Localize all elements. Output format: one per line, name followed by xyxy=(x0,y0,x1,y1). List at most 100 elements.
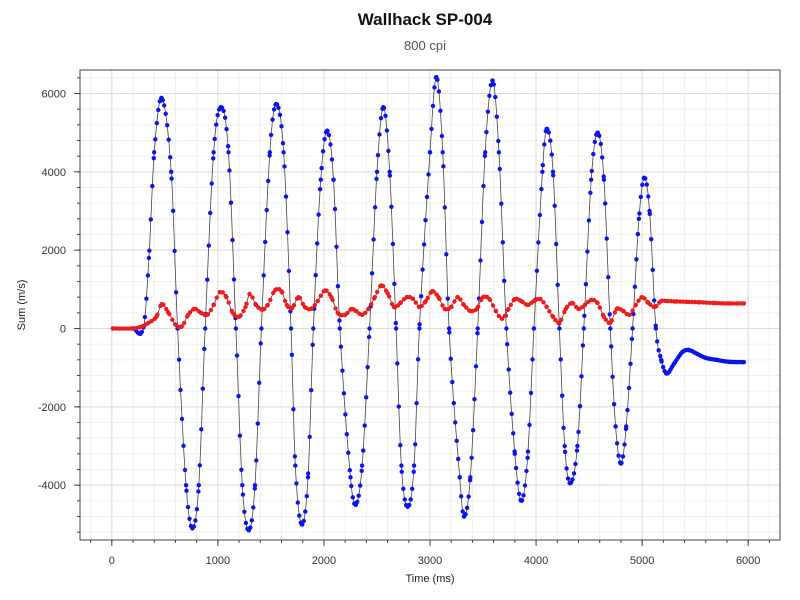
data-point xyxy=(182,467,188,473)
data-point xyxy=(551,173,556,178)
data-point xyxy=(567,481,573,486)
data-point xyxy=(426,172,431,177)
chart-subtitle: 800 cpi xyxy=(404,38,446,53)
data-point xyxy=(289,305,295,311)
data-point xyxy=(424,194,430,200)
data-point xyxy=(660,364,666,370)
data-point xyxy=(142,314,148,320)
data-point xyxy=(209,181,214,186)
data-point xyxy=(546,130,551,135)
data-point xyxy=(421,242,427,247)
data-point xyxy=(528,390,534,396)
data-point xyxy=(459,494,464,499)
data-point xyxy=(239,467,244,472)
data-point xyxy=(479,219,485,225)
data-point xyxy=(497,166,502,172)
data-point xyxy=(451,400,456,406)
data-point xyxy=(659,357,664,362)
data-point xyxy=(268,297,273,302)
data-point xyxy=(569,300,575,306)
data-point xyxy=(337,326,342,331)
data-point xyxy=(608,320,613,325)
data-point xyxy=(601,314,607,319)
data-point xyxy=(417,304,422,310)
data-point xyxy=(130,326,136,331)
data-point xyxy=(217,289,223,295)
data-point xyxy=(176,357,182,362)
x-tick-label: 3000 xyxy=(418,555,442,567)
data-point xyxy=(340,368,345,373)
x-tick-label: 2000 xyxy=(312,555,336,567)
data-point xyxy=(333,306,338,311)
data-point xyxy=(221,108,226,114)
data-point xyxy=(581,326,586,331)
data-point xyxy=(309,306,314,312)
data-point xyxy=(625,407,630,413)
data-point xyxy=(600,155,605,160)
data-point xyxy=(633,302,638,308)
data-point xyxy=(502,313,508,318)
data-point xyxy=(145,273,151,278)
data-point xyxy=(604,236,609,241)
data-point xyxy=(537,212,543,218)
data-point xyxy=(159,302,164,307)
data-point xyxy=(208,307,214,313)
data-point xyxy=(390,241,396,247)
data-point xyxy=(372,295,377,300)
data-point xyxy=(449,304,454,310)
data-point xyxy=(110,326,116,331)
data-point xyxy=(506,306,511,312)
data-point xyxy=(318,293,323,298)
data-point xyxy=(659,298,664,304)
data-point xyxy=(562,449,568,455)
data-point xyxy=(512,296,517,302)
data-point xyxy=(341,391,347,396)
data-point xyxy=(506,367,511,372)
data-point xyxy=(252,486,257,491)
data-point xyxy=(527,422,532,428)
data-point xyxy=(282,298,288,304)
data-point xyxy=(250,295,255,300)
data-point xyxy=(487,296,492,302)
data-point xyxy=(212,136,217,142)
data-point xyxy=(393,326,399,331)
data-point xyxy=(396,404,401,409)
data-point xyxy=(387,173,393,178)
data-point xyxy=(413,442,418,447)
data-point xyxy=(226,150,231,155)
data-point xyxy=(576,306,581,312)
data-point xyxy=(251,505,256,510)
data-point xyxy=(450,379,455,385)
data-point xyxy=(447,330,452,335)
data-point xyxy=(496,313,502,319)
data-point xyxy=(331,177,336,182)
data-point xyxy=(432,85,437,90)
x-tick-label: 5000 xyxy=(630,555,654,567)
data-point xyxy=(335,284,341,289)
data-point xyxy=(313,273,318,278)
data-point xyxy=(322,288,328,293)
data-point xyxy=(547,309,552,314)
data-point xyxy=(434,74,439,80)
data-point xyxy=(549,152,554,157)
data-point xyxy=(205,312,210,317)
data-point xyxy=(470,428,476,433)
data-point xyxy=(475,326,480,331)
data-point xyxy=(170,208,176,213)
data-point xyxy=(656,348,661,353)
data-point xyxy=(473,364,479,369)
data-point xyxy=(381,105,386,110)
data-point xyxy=(502,278,507,283)
data-point xyxy=(364,395,369,400)
data-point xyxy=(246,528,251,533)
data-point xyxy=(150,183,155,189)
data-point xyxy=(631,311,636,317)
data-point xyxy=(521,493,526,498)
data-point xyxy=(552,203,557,208)
data-point xyxy=(582,302,587,308)
data-point xyxy=(203,326,208,331)
data-point xyxy=(496,138,501,144)
data-point xyxy=(172,248,177,254)
data-point xyxy=(438,108,443,114)
data-point xyxy=(276,105,281,111)
